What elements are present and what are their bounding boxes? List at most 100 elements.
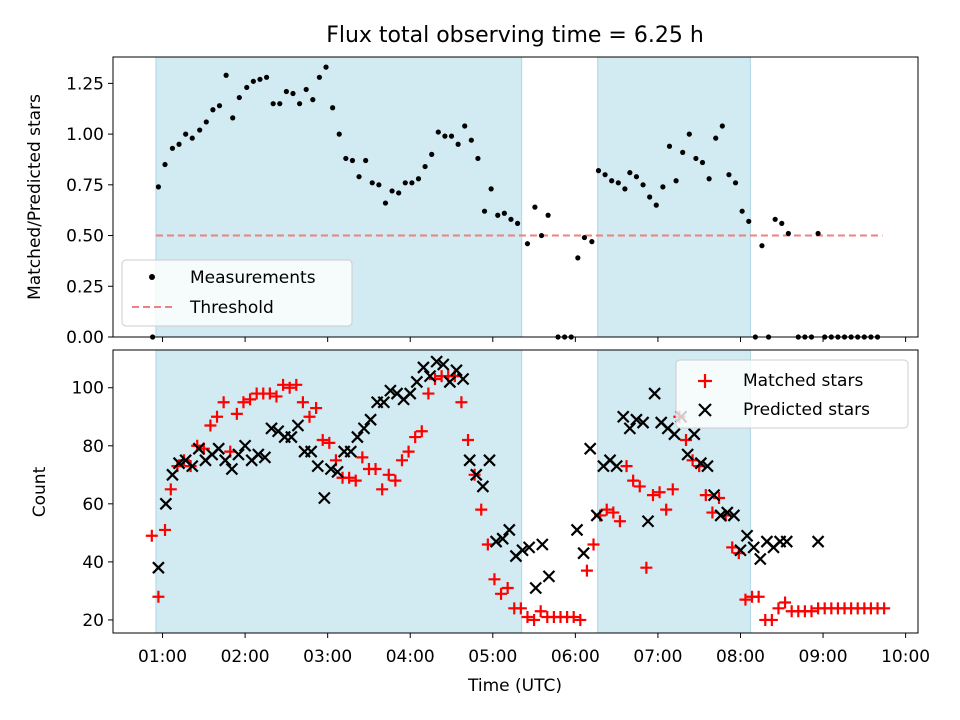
measurement-point bbox=[759, 243, 765, 249]
measurement-point bbox=[270, 101, 276, 107]
measurement-point bbox=[666, 143, 673, 149]
predicted-star-point bbox=[436, 358, 450, 371]
predicted-star-point bbox=[159, 497, 173, 511]
measurement-point bbox=[310, 97, 316, 103]
measurement-point bbox=[303, 86, 309, 93]
predicted-star-point bbox=[232, 448, 245, 461]
predicted-star-point bbox=[192, 442, 206, 455]
predicted-star-point bbox=[470, 468, 483, 482]
measurement-point bbox=[468, 137, 474, 143]
predicted-star-point bbox=[324, 462, 338, 476]
measurement-point bbox=[442, 133, 448, 139]
predicted-star-point bbox=[694, 456, 708, 470]
predicted-star-point bbox=[714, 509, 727, 522]
matched-star-point bbox=[349, 474, 362, 487]
measurement-point bbox=[169, 145, 176, 151]
predicted-star-point bbox=[318, 491, 331, 505]
measurement-point bbox=[595, 168, 602, 174]
matched-star-point bbox=[164, 483, 177, 496]
predicted-star-point bbox=[780, 535, 794, 548]
top-y-tick-label: 1.25 bbox=[66, 74, 104, 94]
measurement-point bbox=[230, 115, 236, 121]
measurement-point bbox=[785, 230, 791, 237]
bottom-legend-box bbox=[675, 359, 909, 429]
measurement-point bbox=[216, 103, 223, 109]
matched-star-point bbox=[640, 561, 653, 574]
measurement-point bbox=[402, 180, 408, 186]
predicted-star-point bbox=[344, 445, 358, 458]
matched-star-point bbox=[534, 605, 547, 618]
measurement-point bbox=[429, 151, 435, 157]
x-tick-label: 02:00 bbox=[221, 647, 270, 667]
predicted-star-point bbox=[443, 375, 457, 389]
predicted-star-point bbox=[648, 387, 661, 400]
top-y-tick-label: 0.00 bbox=[66, 328, 104, 348]
measurement-point bbox=[369, 180, 375, 186]
top-measurement-points bbox=[150, 64, 881, 340]
measurement-point bbox=[602, 172, 608, 178]
matched-star-point bbox=[303, 410, 316, 423]
matched-star-point bbox=[237, 396, 250, 409]
matched-star-point bbox=[316, 433, 329, 446]
measurement-point bbox=[356, 174, 362, 180]
measurement-point bbox=[660, 184, 666, 190]
measurement-point bbox=[713, 135, 719, 141]
top-panel: 0.00 0.25 0.50 0.75 1.00 1.25 Matched/Predict… bbox=[25, 56, 919, 348]
predicted-star-point bbox=[403, 387, 417, 400]
measurement-point bbox=[680, 149, 686, 155]
predicted-star-point bbox=[430, 355, 443, 368]
matched-star-point bbox=[409, 431, 422, 444]
measurement-point bbox=[673, 178, 679, 184]
predicted-star-point bbox=[687, 427, 701, 441]
predicted-star-point bbox=[285, 430, 298, 444]
predicted-star-point bbox=[417, 361, 430, 374]
predicted-star-point bbox=[570, 523, 584, 537]
measurement-point bbox=[532, 204, 538, 210]
measurement-point bbox=[589, 239, 595, 245]
matched-star-point bbox=[713, 492, 726, 505]
measurement-point bbox=[183, 131, 189, 137]
predicted-star-point bbox=[331, 465, 344, 479]
predicted-star-point bbox=[641, 514, 655, 528]
matched-star-point bbox=[495, 587, 508, 600]
matched-star-point bbox=[699, 489, 712, 502]
predicted-star-point bbox=[583, 442, 597, 455]
measurement-point bbox=[363, 157, 369, 164]
predicted-star-point bbox=[636, 416, 650, 429]
measurement-point bbox=[283, 88, 289, 95]
measurement-point bbox=[779, 220, 785, 226]
predicted-star-point bbox=[701, 459, 714, 473]
top-axis-ticks: 0.00 0.25 0.50 0.75 1.00 1.25 bbox=[66, 74, 907, 348]
matched-star-point bbox=[521, 611, 534, 624]
predicted-star-point bbox=[456, 372, 470, 386]
measurement-point bbox=[448, 133, 455, 139]
matched-star-point bbox=[878, 602, 891, 615]
predicted-star-point bbox=[476, 480, 490, 493]
predicted-star-point bbox=[754, 552, 767, 566]
predicted-star-point bbox=[522, 541, 536, 554]
measurement-point bbox=[236, 94, 242, 101]
top-y-axis-label: Matched/Predicted stars bbox=[25, 94, 45, 300]
measurement-point bbox=[336, 131, 342, 137]
matched-star-point bbox=[653, 486, 666, 499]
predicted-star-point bbox=[258, 451, 272, 464]
measurement-point bbox=[815, 230, 821, 237]
matched-star-point bbox=[230, 407, 243, 420]
legend-matched-label: Matched stars bbox=[743, 371, 863, 391]
matched-star-point bbox=[567, 611, 580, 624]
measurement-point bbox=[250, 78, 256, 84]
matched-star-point bbox=[633, 480, 646, 493]
x-tick-label: 06:00 bbox=[551, 647, 600, 667]
bottom-y-axis-label: Count bbox=[30, 466, 50, 517]
predicted-star-point bbox=[681, 448, 694, 461]
measurement-point bbox=[732, 180, 739, 186]
matched-star-point bbox=[600, 503, 613, 516]
measurement-point bbox=[422, 163, 428, 170]
bottom-y-tick-label: 60 bbox=[82, 495, 104, 515]
measurement-point bbox=[277, 101, 283, 107]
top-y-tick-label: 0.75 bbox=[66, 176, 104, 196]
measurement-point bbox=[653, 202, 659, 208]
measurement-point bbox=[545, 212, 551, 218]
legend-predicted-label: Predicted stars bbox=[743, 400, 870, 420]
